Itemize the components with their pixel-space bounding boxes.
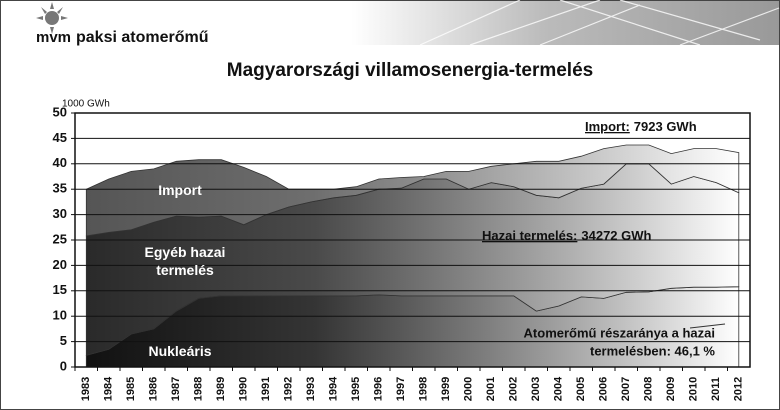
y-tick-label: 10 [53,308,67,323]
x-tick-label: 2005 [575,377,587,401]
x-tick-label: 1983 [80,377,92,401]
x-tick-label: 1991 [260,377,272,401]
x-tick-label: 2001 [485,377,497,401]
logo-prefix: mvm [36,29,71,46]
x-tick-label: 2006 [598,377,610,401]
series-label: Nukleáris [130,342,230,360]
x-tick-label: 1990 [238,377,250,401]
x-tick-label: 1984 [103,376,115,401]
x-tick-label: 1997 [395,377,407,401]
page: mvm paksi atomerőmű Magyarországi villam… [0,0,780,410]
annotation-line: Atomerőmű részaránya a hazai [524,325,715,340]
x-tick-label: 1994 [328,376,340,401]
x-tick-label: 2009 [665,377,677,401]
y-tick-label: 15 [53,282,67,297]
x-tick-label: 2000 [463,377,475,401]
x-tick-label: 2002 [508,377,520,401]
x-tick-label: 2012 [733,377,745,401]
y-tick-label: 0 [60,358,67,373]
annotation-line: termelésben: 46,1 % [590,343,715,358]
x-tick-label: 1999 [440,377,452,401]
x-tick-label: 1985 [125,377,137,401]
x-tick-label: 1989 [215,377,227,401]
annotation: Import: 7923 GWh [585,119,697,134]
x-tick-label: 2011 [710,377,722,401]
x-tick-label: 2007 [620,377,632,401]
x-tick-label: 1998 [418,377,430,401]
x-tick-label: 1988 [193,377,205,401]
annotation: Hazai termelés: 34272 GWh [482,228,652,243]
series-label: Egyéb hazai termelés [120,243,250,279]
x-tick-label: 1987 [170,377,182,401]
x-tick-label: 1986 [148,377,160,401]
annotation-label: Import: [585,119,630,134]
x-tick-label: 2008 [643,377,655,401]
chart: mvm paksi atomerőmű Magyarországi villam… [0,0,780,410]
y-axis-label: 1000 GWh [62,99,110,110]
y-tick-label: 25 [53,231,67,246]
y-tick-label: 40 [53,155,67,170]
series-label: Import [140,181,220,199]
x-tick-label: 2004 [553,376,565,401]
x-tick-label: 1992 [283,377,295,401]
y-tick-label: 5 [60,333,67,348]
annotation-text: 7923 GWh [634,119,697,134]
logo-text: paksi atomerőmű [76,29,208,46]
x-tick-label: 1995 [350,377,362,401]
annotation-label: Hazai termelés: [482,228,577,243]
x-tick-label: 1993 [305,377,317,401]
chart-title: Magyarországi villamosenergia-termelés [227,60,593,81]
y-tick-label: 20 [53,257,67,272]
x-tick-label: 2010 [688,377,700,401]
y-tick-label: 50 [53,104,67,119]
y-tick-label: 30 [53,206,67,221]
x-tick-label: 1996 [373,377,385,401]
y-tick-label: 35 [53,181,67,196]
y-tick-label: 45 [53,130,67,145]
annotation-text: 34272 GWh [581,228,651,243]
x-tick-label: 2003 [530,377,542,401]
